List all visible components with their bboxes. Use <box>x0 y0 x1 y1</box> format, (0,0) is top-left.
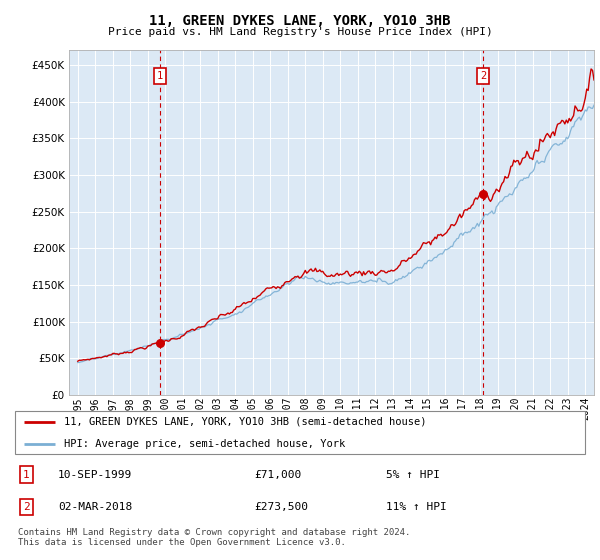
Text: £71,000: £71,000 <box>254 470 301 480</box>
Text: 11% ↑ HPI: 11% ↑ HPI <box>386 502 447 512</box>
Text: £273,500: £273,500 <box>254 502 308 512</box>
FancyBboxPatch shape <box>15 411 585 454</box>
Text: 10-SEP-1999: 10-SEP-1999 <box>58 470 133 480</box>
Text: HPI: Average price, semi-detached house, York: HPI: Average price, semi-detached house,… <box>64 438 345 449</box>
Text: 11, GREEN DYKES LANE, YORK, YO10 3HB: 11, GREEN DYKES LANE, YORK, YO10 3HB <box>149 14 451 28</box>
Text: 5% ↑ HPI: 5% ↑ HPI <box>386 470 440 480</box>
Text: 1: 1 <box>23 470 30 480</box>
Text: 1: 1 <box>157 71 163 81</box>
Text: Price paid vs. HM Land Registry's House Price Index (HPI): Price paid vs. HM Land Registry's House … <box>107 27 493 37</box>
Text: 02-MAR-2018: 02-MAR-2018 <box>58 502 133 512</box>
Text: Contains HM Land Registry data © Crown copyright and database right 2024.
This d: Contains HM Land Registry data © Crown c… <box>18 528 410 547</box>
Text: 11, GREEN DYKES LANE, YORK, YO10 3HB (semi-detached house): 11, GREEN DYKES LANE, YORK, YO10 3HB (se… <box>64 417 427 427</box>
Text: 2: 2 <box>480 71 487 81</box>
Text: 2: 2 <box>23 502 30 512</box>
